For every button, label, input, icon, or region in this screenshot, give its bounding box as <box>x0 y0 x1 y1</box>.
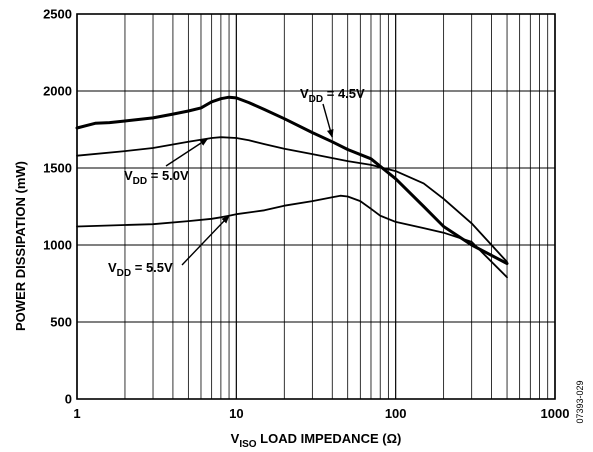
series-label-2: VDD = 5.0V <box>124 168 189 187</box>
x-axis-label-main: V <box>231 431 240 446</box>
y-axis-label: POWER DISSIPATION (mW) <box>13 161 28 331</box>
x-axis-label-sub: ISO <box>239 439 256 450</box>
y-tick-label: 0 <box>65 392 72 407</box>
series-group <box>75 95 509 279</box>
grid <box>76 13 556 400</box>
y-tick-label: 1000 <box>43 238 72 253</box>
series-line-1 <box>75 95 509 265</box>
series-label-arrow-1 <box>322 103 334 139</box>
series-label-arrow-3 <box>181 215 230 266</box>
x-tick-label: 100 <box>385 406 407 421</box>
annotations: VDD = 4.5V VDD = 5.0V VDD = 5.5V <box>108 86 365 279</box>
series-line-2 <box>76 136 508 263</box>
plot-frame <box>76 13 556 400</box>
y-tick-label: 2500 <box>43 7 72 22</box>
series-label-arrow-2 <box>165 138 209 167</box>
y-tick-label: 500 <box>50 315 72 330</box>
y-tick-label: 2000 <box>43 84 72 99</box>
x-axis-label-rest: LOAD IMPEDANCE (Ω) <box>257 431 402 446</box>
series-line-3 <box>76 194 508 279</box>
series-label-3: VDD = 5.5V <box>108 260 173 279</box>
x-tick-label: 10 <box>229 406 243 421</box>
y-tick-label: 1500 <box>43 161 72 176</box>
x-tick-label: 1000 <box>541 406 570 421</box>
tick-labels: 0 500 1000 1500 2000 2500 1 10 100 1000 <box>43 7 569 422</box>
series-label-1: VDD = 4.5V <box>300 86 365 105</box>
x-tick-label: 1 <box>73 406 80 421</box>
figure-id: 07393-029 <box>575 380 585 423</box>
x-axis-label: VISO LOAD IMPEDANCE (Ω) <box>231 431 402 450</box>
